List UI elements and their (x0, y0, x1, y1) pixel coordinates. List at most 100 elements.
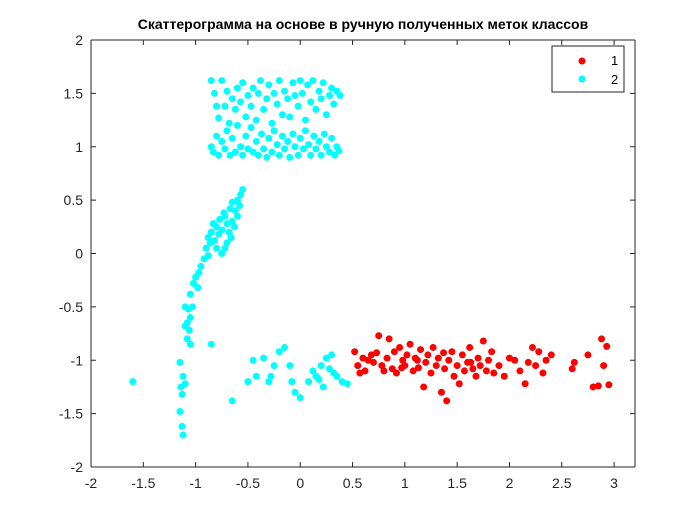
data-point-series-1 (398, 364, 406, 372)
data-point-series-1 (367, 351, 375, 359)
data-point-series-1 (547, 351, 555, 359)
data-point-series-2 (185, 326, 193, 334)
data-point-series-2 (265, 378, 273, 386)
data-point-series-2 (218, 226, 226, 234)
data-point-series-2 (309, 77, 317, 85)
data-point-series-1 (383, 354, 391, 362)
data-point-series-1 (413, 356, 421, 364)
data-point-series-2 (263, 153, 271, 161)
data-point-series-1 (437, 388, 445, 396)
data-point-series-1 (440, 349, 448, 357)
data-point-series-1 (570, 358, 578, 366)
legend-box (551, 45, 625, 93)
data-point-series-1 (424, 351, 432, 359)
x-tick-label: -1 (189, 475, 202, 491)
data-point-series-2 (260, 145, 268, 153)
data-point-series-1 (375, 332, 383, 340)
data-point-series-1 (528, 343, 536, 351)
data-point-series-2 (281, 87, 289, 95)
data-point-series-2 (317, 362, 325, 370)
data-point-series-2 (207, 143, 215, 151)
data-point-series-2 (228, 217, 236, 225)
data-point-series-2 (299, 145, 307, 153)
data-point-series-2 (207, 77, 215, 85)
data-point-series-2 (194, 284, 202, 292)
data-point-series-2 (209, 220, 217, 228)
y-tick-label: 2 (75, 32, 83, 48)
data-point-series-1 (406, 340, 414, 348)
data-point-series-2 (207, 228, 215, 236)
data-point-series-2 (215, 114, 223, 122)
data-point-series-1 (568, 365, 576, 373)
data-point-series-2 (231, 207, 239, 215)
data-point-series-2 (326, 92, 334, 100)
data-point-series-2 (239, 79, 247, 87)
data-point-series-2 (228, 134, 236, 142)
data-point-series-1 (390, 348, 398, 356)
data-point-series-1 (532, 362, 540, 370)
data-point-series-2 (209, 148, 217, 156)
data-point-series-2 (322, 143, 330, 151)
x-tick-label: 0.5 (343, 475, 363, 491)
data-point-series-2 (218, 250, 226, 257)
data-point-series-2 (225, 119, 233, 127)
data-point-series-2 (228, 397, 236, 405)
data-point-series-2 (328, 134, 336, 142)
x-tick-label: 0 (296, 475, 304, 491)
data-point-series-2 (254, 89, 262, 97)
data-point-series-1 (448, 348, 456, 356)
data-point-series-2 (286, 362, 294, 370)
data-point-series-2 (207, 340, 215, 348)
data-point-series-1 (443, 397, 451, 405)
data-point-series-2 (260, 354, 268, 362)
data-point-series-2 (249, 356, 257, 364)
data-point-series-1 (488, 348, 496, 356)
data-point-series-2 (286, 153, 294, 161)
data-point-series-2 (236, 201, 244, 209)
data-point-series-2 (223, 220, 231, 228)
data-point-series-2 (231, 105, 239, 113)
data-point-series-2 (230, 223, 238, 231)
data-point-series-1 (521, 380, 529, 388)
x-tick-label: 2 (506, 475, 514, 491)
data-point-series-2 (226, 151, 234, 159)
data-point-series-2 (247, 124, 255, 132)
data-point-series-2 (322, 354, 330, 362)
data-point-series-1 (535, 348, 543, 356)
data-point-series-2 (310, 132, 318, 140)
data-point-series-1 (485, 356, 493, 364)
data-point-series-1 (476, 362, 484, 370)
data-point-series-2 (319, 383, 327, 391)
data-point-series-1 (445, 356, 453, 364)
data-point-series-2 (331, 151, 339, 159)
data-point-series-1 (450, 372, 458, 380)
data-point-series-2 (305, 378, 313, 386)
data-point-series-2 (322, 111, 330, 119)
data-point-series-2 (242, 113, 250, 121)
data-point-series-1 (453, 362, 461, 370)
data-point-series-2 (186, 340, 194, 348)
data-point-series-1 (500, 372, 508, 380)
data-point-series-2 (315, 87, 323, 95)
data-point-series-1 (403, 351, 411, 359)
data-point-series-2 (178, 422, 186, 430)
data-point-series-2 (307, 98, 315, 106)
data-point-series-2 (268, 148, 276, 156)
data-point-series-1 (420, 383, 428, 391)
data-point-series-1 (584, 351, 592, 359)
data-point-series-2 (301, 127, 309, 135)
data-point-series-2 (237, 98, 245, 106)
y-tick-label: -1 (71, 352, 84, 368)
data-point-series-1 (495, 362, 503, 370)
x-tick-label: 2.5 (552, 475, 572, 491)
x-tick-label: -1.5 (131, 475, 155, 491)
data-point-series-2 (221, 102, 229, 110)
data-point-series-2 (223, 87, 231, 95)
data-point-series-2 (221, 212, 229, 220)
data-point-series-2 (301, 116, 309, 124)
data-point-series-2 (216, 215, 224, 223)
data-point-series-1 (542, 356, 550, 364)
data-point-series-1 (467, 358, 475, 366)
data-point-series-2 (307, 151, 315, 159)
